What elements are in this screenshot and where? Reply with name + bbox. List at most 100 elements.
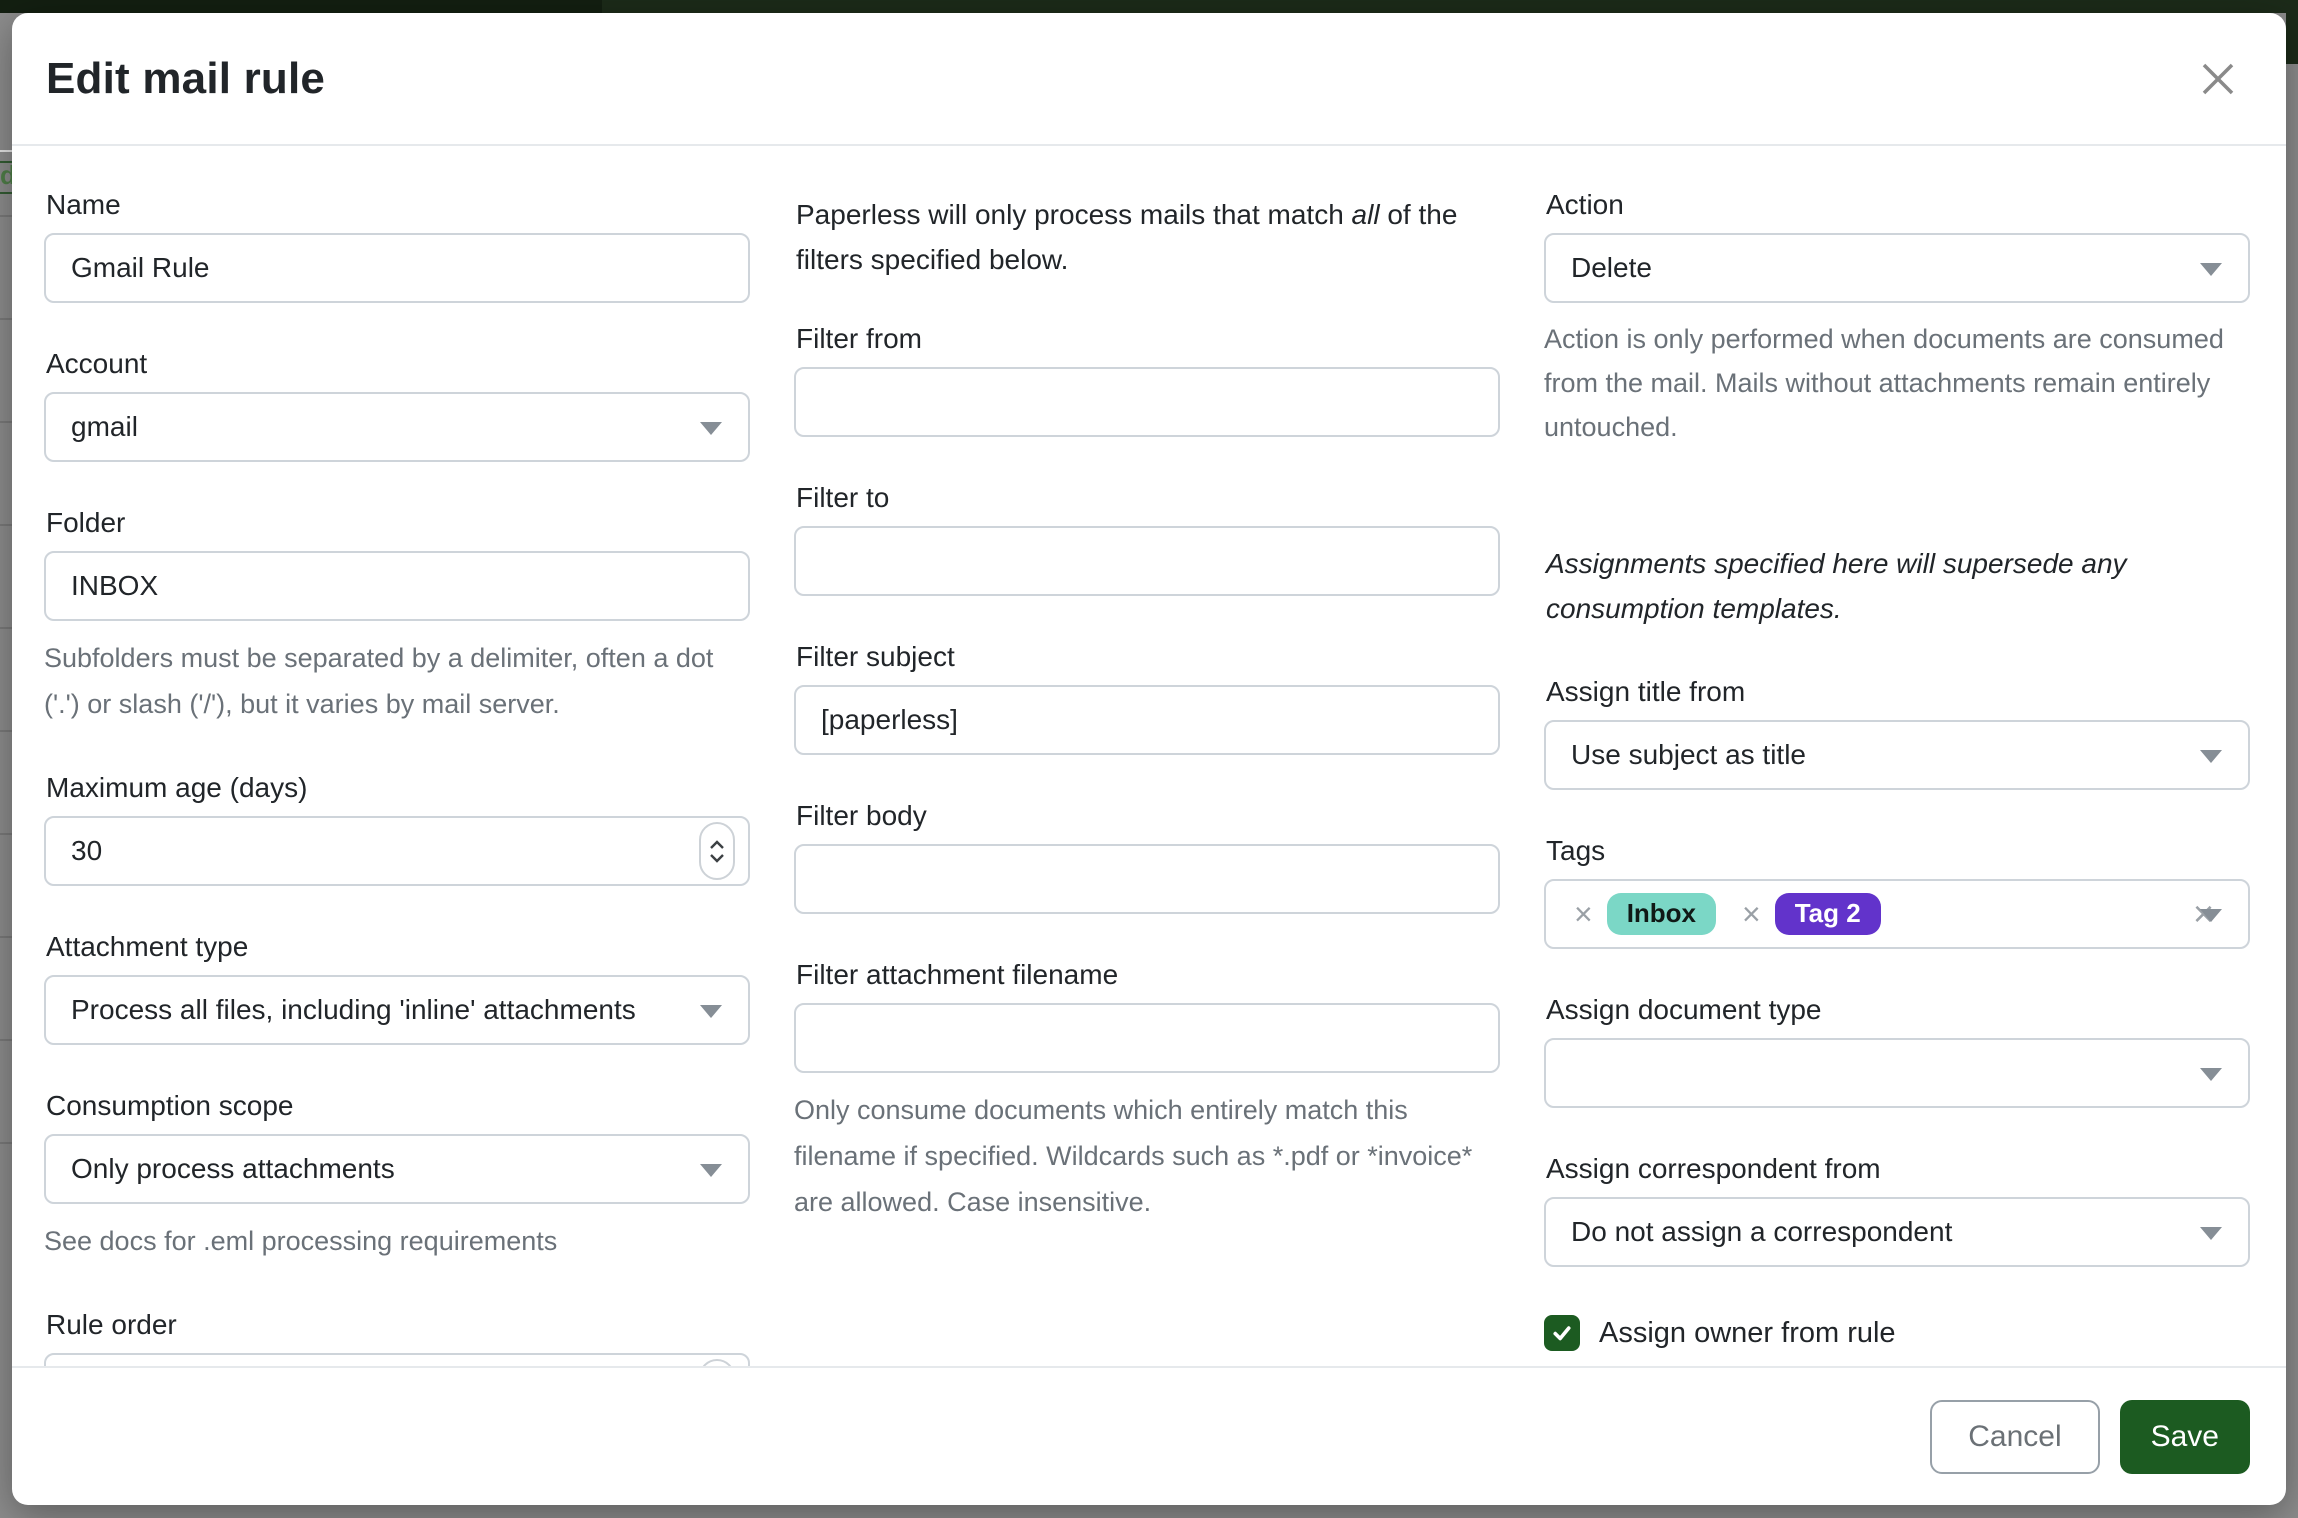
background-row-line (0, 215, 12, 217)
filter-body-label: Filter body (796, 800, 927, 831)
max-age-label: Maximum age (days) (46, 772, 308, 803)
filter-filename-label: Filter attachment filename (796, 959, 1119, 990)
name-input[interactable]: Gmail Rule (44, 233, 750, 303)
dialog-body: Name Gmail Rule Account gmail Folder INB… (12, 146, 2286, 1366)
chevron-down-icon (700, 1005, 722, 1019)
background-text-fragment: d (0, 160, 12, 190)
consumption-scope-select[interactable]: Only process attachments (44, 1134, 750, 1204)
chevron-down-icon (2200, 1227, 2222, 1241)
tags-select[interactable]: × Inbox × Tag 2 × (1544, 879, 2250, 949)
rule-order-input[interactable]: 1 (44, 1353, 750, 1366)
assign-correspondent-value: Do not assign a correspondent (1571, 1216, 1953, 1247)
action-select[interactable]: Delete (1544, 233, 2250, 303)
folder-help: Subfolders must be separated by a delimi… (44, 643, 714, 719)
assign-owner-label: Assign owner from rule (1599, 1316, 1896, 1349)
background-row-line (0, 318, 12, 320)
background-row-line (0, 524, 12, 526)
assign-correspondent-select[interactable]: Do not assign a correspondent (1544, 1197, 2250, 1267)
checkmark-icon (1553, 1326, 1571, 1341)
filters-intro: Paperless will only process mails that m… (796, 192, 1496, 282)
folder-value: INBOX (71, 570, 159, 601)
name-value: Gmail Rule (71, 252, 210, 283)
chevron-down-icon (700, 422, 722, 436)
column-filters: Paperless will only process mails that m… (794, 188, 1500, 1366)
filters-intro-text: Paperless will only process mails that m… (796, 199, 1352, 230)
background-row-line (0, 936, 12, 938)
folder-input[interactable]: INBOX (44, 551, 750, 621)
background-row-line (0, 161, 12, 163)
assignments-note: Assignments specified here will supersed… (1546, 548, 2127, 624)
max-age-value: 30 (71, 835, 103, 866)
tags-label: Tags (1546, 835, 1606, 866)
number-stepper[interactable] (699, 1359, 735, 1366)
filters-intro-text: of the filters specified below. (796, 199, 1458, 275)
action-help: Action is only performed when documents … (1544, 324, 2224, 442)
filter-subject-value: [paperless] (821, 704, 958, 735)
filter-filename-input[interactable] (794, 1003, 1500, 1073)
dialog-title: Edit mail rule (46, 53, 326, 103)
attachment-type-select[interactable]: Process all files, including 'inline' at… (44, 975, 750, 1045)
filter-filename-help: Only consume documents which entirely ma… (794, 1095, 1473, 1217)
chevron-down-icon (2200, 909, 2222, 923)
column-general: Name Gmail Rule Account gmail Folder INB… (44, 188, 750, 1366)
chevron-down-icon (2200, 1068, 2222, 1082)
name-label: Name (46, 189, 121, 220)
edit-mail-rule-dialog: Edit mail rule Name Gmail Rule Account g… (12, 13, 2286, 1505)
assign-correspondent-label: Assign correspondent from (1546, 1153, 1881, 1184)
assign-title-value: Use subject as title (1571, 739, 1806, 770)
assign-owner-row: Assign owner from rule (1544, 1315, 2250, 1351)
filter-from-input[interactable] (794, 367, 1500, 437)
assign-title-select[interactable]: Use subject as title (1544, 720, 2250, 790)
tag-chip[interactable]: Inbox (1606, 893, 1717, 935)
consumption-scope-help: See docs for .eml processing requirement… (44, 1226, 558, 1256)
chevron-down-icon (710, 853, 724, 863)
background-row-line (0, 730, 12, 732)
filter-subject-input[interactable]: [paperless] (794, 685, 1500, 755)
assign-doctype-select[interactable] (1544, 1038, 2250, 1108)
rule-order-label: Rule order (46, 1309, 177, 1340)
filter-from-label: Filter from (796, 323, 922, 354)
folder-label: Folder (46, 507, 126, 538)
action-value: Delete (1571, 252, 1652, 283)
close-icon (2202, 63, 2234, 94)
account-value: gmail (71, 411, 138, 442)
filter-subject-label: Filter subject (796, 641, 955, 672)
dimmed-navbar-left (0, 0, 602, 13)
background-row-line (0, 192, 12, 194)
max-age-input[interactable]: 30 (44, 816, 750, 886)
assign-owner-checkbox[interactable] (1544, 1315, 1580, 1351)
background-row-line (0, 1039, 12, 1041)
account-select[interactable]: gmail (44, 392, 750, 462)
filter-body-input[interactable] (794, 844, 1500, 914)
dialog-footer: Cancel Save (12, 1366, 2286, 1505)
dimmed-navbar-right (602, 0, 2298, 13)
chevron-down-icon (700, 1164, 722, 1178)
background-row-line (0, 150, 12, 152)
close-button[interactable] (2190, 51, 2246, 107)
filter-to-label: Filter to (796, 482, 890, 513)
column-actions: Action Delete Action is only performed w… (1544, 188, 2250, 1366)
background-row-line (0, 421, 12, 423)
assign-doctype-label: Assign document type (1546, 994, 1822, 1025)
dimmed-navbar-edge (2286, 13, 2298, 64)
assign-title-label: Assign title from (1546, 676, 1746, 707)
chevron-up-icon (710, 839, 724, 849)
remove-tag-icon[interactable]: × (1742, 895, 1761, 932)
dialog-header: Edit mail rule (12, 13, 2286, 146)
tag-chip[interactable]: Tag 2 (1774, 893, 1881, 935)
filter-to-input[interactable] (794, 526, 1500, 596)
number-stepper[interactable] (699, 822, 735, 880)
remove-tag-icon[interactable]: × (1574, 895, 1593, 932)
cancel-button[interactable]: Cancel (1930, 1399, 2100, 1474)
account-label: Account (46, 348, 148, 379)
attachment-type-label: Attachment type (46, 931, 249, 962)
consumption-scope-label: Consumption scope (46, 1090, 294, 1121)
background-row-line (0, 627, 12, 629)
action-label: Action (1546, 189, 1624, 220)
attachment-type-value: Process all files, including 'inline' at… (71, 994, 636, 1025)
background-row-line (0, 833, 12, 835)
filters-intro-emphasis: all (1351, 199, 1380, 230)
chevron-down-icon (2200, 750, 2222, 764)
save-button[interactable]: Save (2119, 1399, 2250, 1474)
background-row-line (0, 1142, 12, 1144)
